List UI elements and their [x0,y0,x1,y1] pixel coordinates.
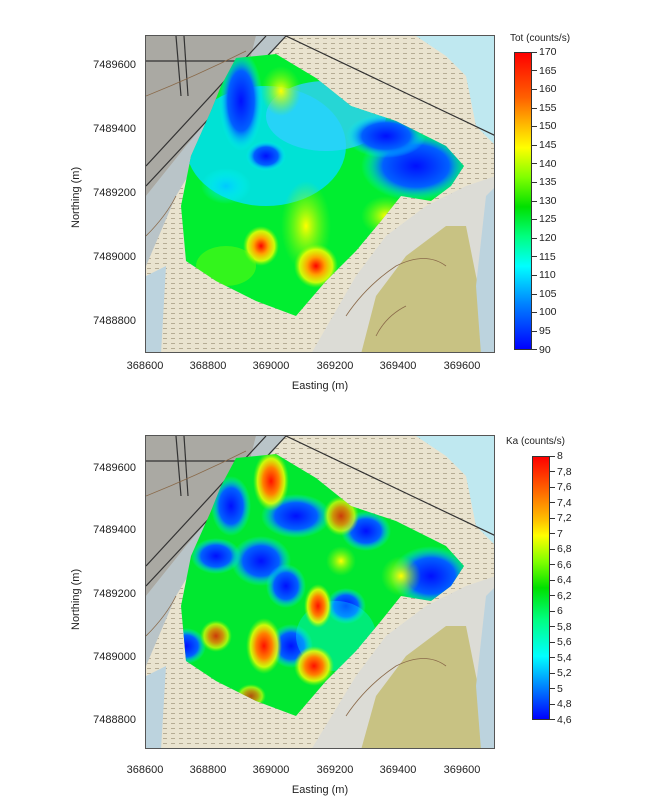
colorbar-tick: 5,6 [550,636,572,648]
x-tick: 369000 [252,360,290,372]
colorbar-tick: 140 [532,158,557,170]
x-tick: 368600 [126,360,164,372]
colorbar-tick: 7,2 [550,512,572,524]
colorbar-tick: 165 [532,65,557,77]
colorbar-tick: 4,6 [550,714,572,726]
colorbar-tick: 6 [550,605,563,617]
y-tick: 7489200 [93,187,136,199]
y-tick: 7489400 [93,123,136,135]
x-tick: 369400 [379,360,417,372]
tot-map [145,35,495,353]
colorbar-tick: 130 [532,195,557,207]
colorbar-title: Tot (counts/s) [510,33,571,44]
colorbar-tick: 6,4 [550,574,572,586]
colorbar-tick: 7,6 [550,481,572,493]
colorbar-tick: 160 [532,83,557,95]
colorbar-tick: 95 [532,325,551,337]
x-tick: 369200 [316,360,354,372]
colorbar-tick: 170 [532,46,557,58]
y-tick: 7489600 [93,59,136,71]
colorbar-tick: 155 [532,102,557,114]
tot-panel: 7489600 7489400 7489200 7489000 7488800 … [0,0,669,400]
y-tick: 7488800 [93,315,136,327]
x-tick: 369200 [316,764,354,776]
colorbar-tick: 100 [532,306,557,318]
x-tick: 368800 [189,764,227,776]
colorbar-tick: 125 [532,213,557,225]
colorbar-tick: 115 [532,251,556,263]
colorbar-tick: 5,8 [550,621,572,633]
ka-map [145,435,495,749]
y-tick: 7489000 [93,651,136,663]
colorbar-tick: 145 [532,139,557,151]
x-axis-label: Easting (m) [291,784,349,796]
colorbar-tick: 7 [550,528,563,540]
colorbar-tick: 150 [532,120,557,132]
colorbar [532,456,550,720]
x-axis-label: Easting (m) [291,380,349,392]
x-tick: 369600 [443,764,481,776]
x-tick: 369400 [379,764,417,776]
x-tick: 368800 [189,360,227,372]
colorbar-tick: 6,2 [550,590,572,602]
y-tick: 7489600 [93,462,136,474]
ka-map-graphic [146,436,494,748]
colorbar-tick: 7,4 [550,497,572,509]
colorbar-tick: 7,8 [550,466,572,478]
y-tick: 7489400 [93,524,136,536]
tot-map-graphic [146,36,494,352]
colorbar-tick: 8 [550,450,563,462]
x-tick: 369600 [443,360,481,372]
colorbar-tick: 5,2 [550,667,572,679]
colorbar-tick: 4,8 [550,698,572,710]
colorbar-tick: 5,4 [550,652,572,664]
colorbar-tick: 6,8 [550,543,572,555]
colorbar-title: Ka (counts/s) [506,436,565,447]
x-tick: 368600 [126,764,164,776]
colorbar-tick: 105 [532,288,557,300]
colorbar-tick: 120 [532,232,557,244]
x-tick: 369000 [252,764,290,776]
colorbar-tick: 110 [532,269,556,281]
colorbar-tick: 90 [532,344,551,356]
colorbar-tick: 5 [550,683,563,695]
y-axis-label: Northing (m) [70,568,82,630]
y-tick: 7489000 [93,251,136,263]
colorbar-tick: 6,6 [550,559,572,571]
colorbar-tick: 135 [532,176,557,188]
y-tick: 7489200 [93,588,136,600]
y-tick: 7488800 [93,714,136,726]
